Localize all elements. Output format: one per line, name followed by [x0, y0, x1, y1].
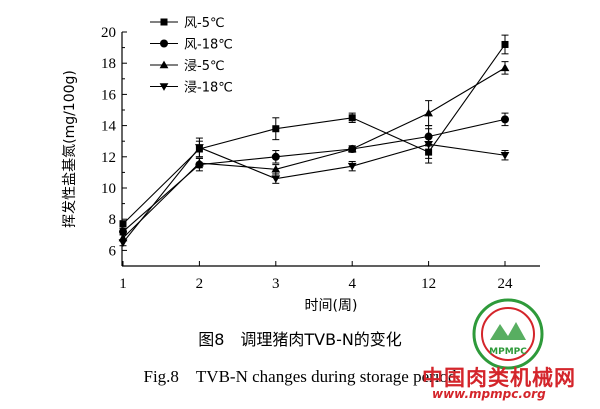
series-line: [122, 44, 506, 225]
y-tick-label: 6: [109, 243, 117, 259]
x-tick-label: 24: [498, 276, 514, 292]
figure-caption-english: Fig.8 TVB-N changes during storage perio…: [143, 367, 457, 386]
series-4: [118, 125, 510, 247]
data-point: [195, 158, 204, 167]
logo-inner-ring-icon: [481, 307, 535, 361]
y-tick-label: 8: [109, 212, 117, 228]
data-point: [348, 114, 356, 122]
data-point: [118, 239, 128, 247]
data-point: [500, 151, 510, 160]
x-tick-label: 12: [421, 276, 436, 292]
data-point: [424, 108, 433, 117]
y-tick-label: 10: [101, 181, 116, 197]
data-point: [119, 227, 127, 236]
watermark-logo: MPMPC: [472, 298, 544, 370]
legend: 风-5℃ 风-18℃ 浸-5℃ 浸-18℃: [150, 16, 233, 96]
x-tick-label: 1: [119, 276, 127, 292]
series-line: [122, 143, 506, 243]
series-group: [118, 34, 510, 247]
legend-marker: [159, 83, 169, 91]
data-point: [501, 40, 509, 48]
legend-marker: [160, 18, 168, 26]
data-point: [271, 164, 281, 173]
data-point: [500, 63, 510, 72]
legend-label: 浸-5℃: [184, 59, 225, 74]
data-point: [347, 162, 357, 171]
x-axis-title: 时间(周): [305, 298, 358, 314]
data-point: [424, 141, 433, 149]
figure-caption-chinese: 图8 调理猪肉TVB-N的变化: [198, 330, 402, 349]
logo-ring-icon: [472, 298, 544, 370]
legend-marker: [159, 60, 169, 69]
x-tick-label: 4: [348, 276, 356, 292]
data-point: [272, 125, 280, 133]
logo-mountain-icon: [490, 322, 526, 340]
legend-label: 风-18℃: [184, 38, 233, 53]
data-point: [501, 115, 509, 124]
series-3: [118, 61, 510, 242]
data-point: [195, 144, 204, 152]
data-point: [271, 152, 280, 161]
watermark-site-name: 中国肉类机械网: [422, 366, 576, 390]
y-tick-label: 16: [101, 87, 117, 103]
y-tick-label: 14: [101, 119, 117, 135]
data-point: [119, 220, 127, 228]
legend-label: 风-5℃: [184, 16, 225, 31]
legend-label: 浸-18℃: [184, 81, 233, 96]
legend-marker: [160, 39, 168, 48]
watermark-url: www.mpmpc.org: [432, 387, 546, 401]
x-tick-label: 2: [196, 276, 204, 292]
series-line: [122, 118, 506, 233]
data-point: [271, 175, 281, 184]
y-tick-label: 20: [101, 25, 116, 41]
data-point: [347, 144, 357, 153]
series-line: [122, 67, 506, 239]
y-axis-title: 挥发性盐基氮(mg/100g): [61, 70, 78, 228]
logo-text: MPMPC: [489, 347, 527, 357]
y-tick-label: 12: [101, 150, 116, 166]
y-tick-label: 18: [101, 56, 116, 72]
x-tick-label: 3: [272, 276, 280, 292]
